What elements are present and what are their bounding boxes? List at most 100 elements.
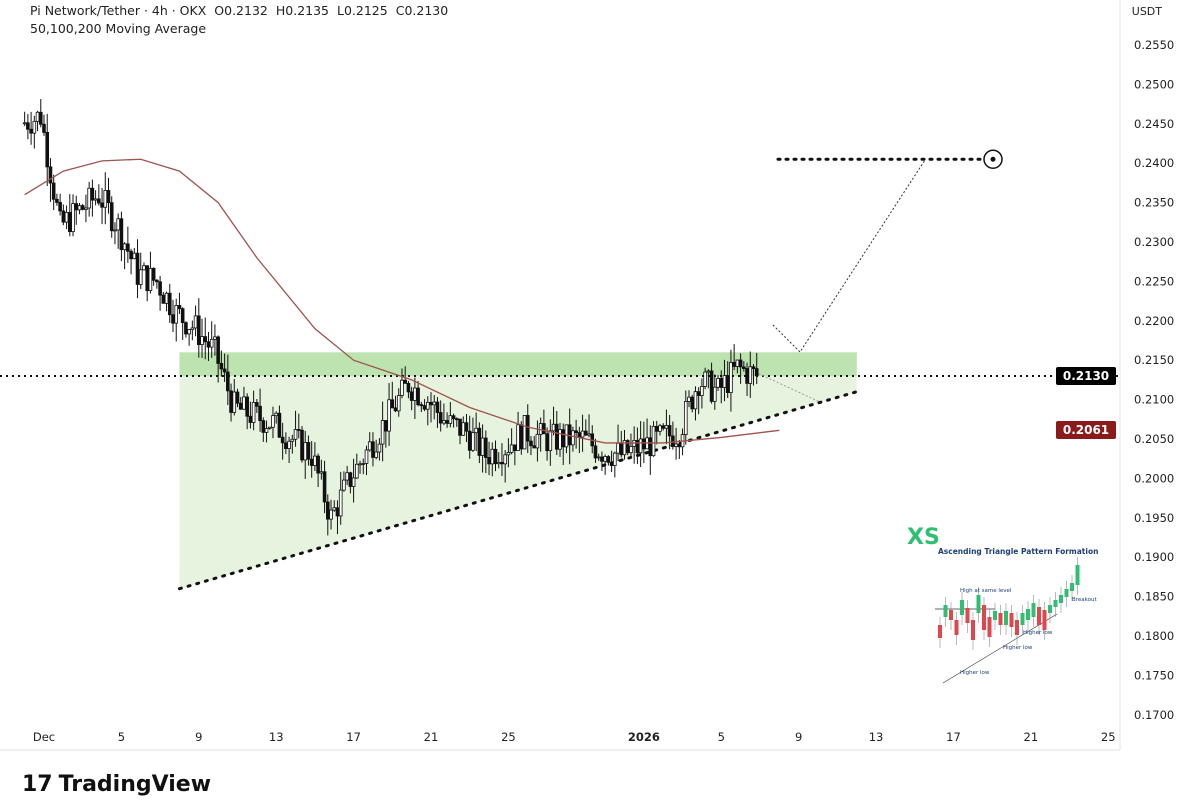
candle-body: [122, 243, 127, 251]
y-tick-label: 0.1800: [1134, 629, 1174, 643]
candle-body: [658, 425, 662, 432]
tradingview-logo[interactable]: 𝟭𝟳 TradingView: [22, 772, 211, 797]
candle-body: [496, 462, 501, 465]
high-value: H0.2135: [275, 3, 330, 18]
candle-body: [461, 422, 466, 436]
candle-body: [384, 420, 388, 432]
candle-body: [126, 243, 130, 252]
candle-body: [487, 457, 491, 465]
candle-body: [100, 202, 104, 208]
candle-body: [367, 441, 372, 451]
candle-body: [442, 420, 446, 424]
candle-body: [396, 395, 401, 412]
candle-body: [203, 336, 208, 343]
candle-body: [77, 205, 82, 211]
candle-body: [377, 443, 382, 453]
candle-body: [480, 437, 485, 456]
candle-body: [255, 402, 259, 407]
candle-body: [274, 412, 278, 417]
pattern-inset: XS Ascending Triangle Pattern Formation …: [895, 525, 1105, 685]
inset-candle: [993, 611, 997, 620]
candle-body: [525, 415, 530, 442]
candle-body: [467, 430, 472, 451]
y-tick-label: 0.2550: [1134, 38, 1174, 52]
candle-body: [284, 442, 288, 449]
symbol: Pi Network/Tether · 4h · OKX: [30, 3, 207, 18]
candle-body: [735, 359, 740, 367]
inset-candle: [965, 608, 970, 623]
candle-body: [687, 396, 691, 402]
candle-body: [287, 440, 291, 449]
x-tick-label: 13: [869, 730, 884, 744]
inset-candle: [954, 620, 959, 635]
indicator-label[interactable]: 50,100,200 Moving Average: [30, 21, 207, 36]
inset-candle: [949, 610, 953, 620]
inset-candle: [1070, 583, 1074, 591]
candle-body: [226, 371, 230, 392]
candle-body: [716, 378, 720, 388]
candle-body: [625, 440, 630, 454]
candle-body: [619, 442, 624, 456]
candle-body: [587, 433, 591, 436]
candle-body: [554, 423, 559, 450]
candle-body: [129, 250, 133, 260]
candle-body: [651, 425, 656, 457]
candle-body: [522, 415, 527, 450]
candle-body: [116, 218, 120, 231]
candle-body: [742, 366, 746, 369]
inset-diagram: [935, 557, 1080, 684]
candle-body: [245, 396, 249, 417]
y-tick-label: 0.2250: [1134, 274, 1174, 288]
candle-body: [142, 265, 146, 271]
candle-body: [148, 267, 153, 292]
x-tick-label: 9: [795, 730, 802, 744]
candle-body: [419, 404, 424, 407]
candle-body: [596, 456, 601, 459]
candle-body: [322, 471, 327, 503]
brand-name: TradingView: [58, 772, 212, 797]
candle-body: [458, 418, 462, 436]
candle-body: [425, 401, 430, 410]
candle-body: [258, 405, 262, 421]
candle-body: [500, 462, 504, 465]
candle-body: [490, 448, 495, 465]
candle-body: [106, 190, 111, 204]
candle-body: [493, 448, 498, 465]
candle-body: [642, 438, 646, 450]
candle-body: [751, 366, 756, 370]
candle-body: [238, 402, 243, 410]
inset-candle: [1015, 620, 1019, 635]
candle-body: [513, 444, 517, 451]
candle-body: [416, 387, 420, 406]
x-tick-label: 5: [118, 730, 125, 744]
candle-body: [229, 390, 233, 413]
candle-body: [548, 430, 553, 452]
candle-body: [393, 407, 398, 412]
candle-body: [267, 426, 272, 429]
candle-body: [342, 479, 346, 491]
candle-body: [667, 425, 672, 437]
candle-body: [174, 304, 179, 324]
candle-body: [119, 218, 124, 251]
candle-body: [171, 314, 175, 324]
y-tick-label: 0.1900: [1134, 550, 1174, 564]
candle-body: [729, 361, 733, 393]
candle-body: [38, 111, 43, 125]
candle-body: [113, 229, 117, 232]
inset-candle: [1037, 607, 1041, 625]
candle-body: [745, 368, 749, 384]
y-tick-label: 0.2500: [1134, 77, 1174, 91]
candle-body: [445, 420, 449, 424]
candle-body: [280, 436, 285, 444]
candle-body: [738, 359, 743, 368]
candle-body: [145, 265, 150, 292]
inset-candle: [1020, 613, 1025, 625]
candle-body: [26, 122, 30, 130]
candle-body: [613, 452, 617, 466]
candle-body: [184, 322, 188, 335]
candle-body: [584, 430, 588, 436]
candle-body: [551, 423, 556, 432]
inset-candle: [998, 613, 1003, 625]
candle-body: [693, 391, 698, 410]
